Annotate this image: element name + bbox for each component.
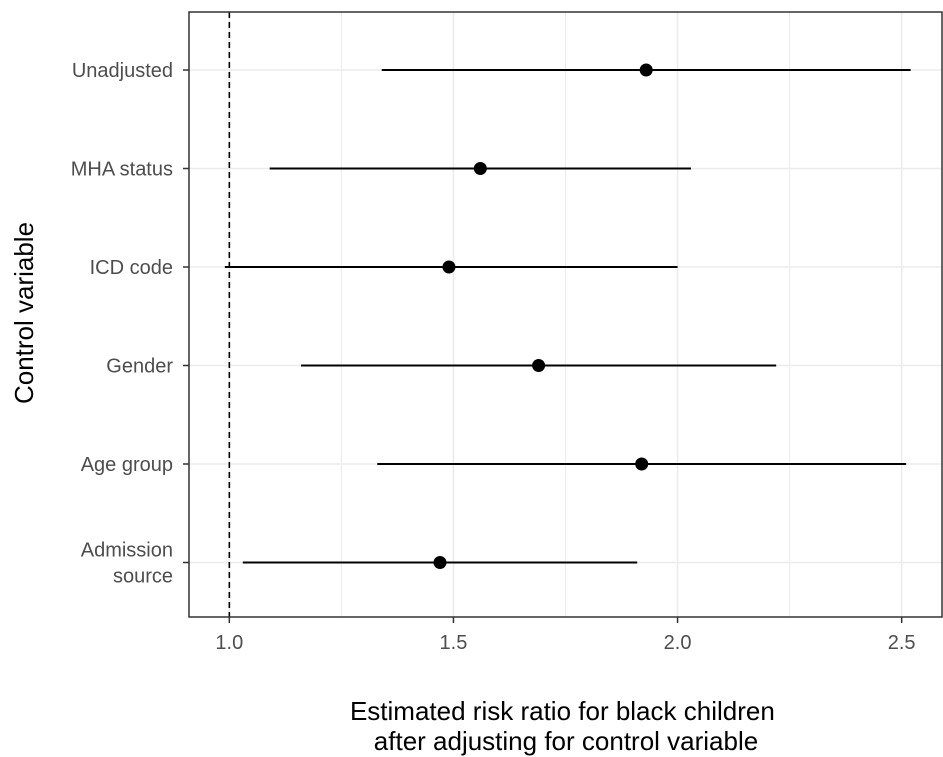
grid-layer <box>189 12 942 617</box>
x-tick-label: 2.5 <box>888 632 916 654</box>
y-tick-label-line: ICD code <box>90 257 173 279</box>
x-tick-label: 1.5 <box>440 632 468 654</box>
x-axis: 1.0 1.5 2.0 2.5 <box>215 617 916 654</box>
y-tick-label-line: Admission <box>81 540 173 562</box>
y-axis-title: Control variable <box>9 222 39 404</box>
y-tick-label: Gender <box>106 356 173 378</box>
estimate-point <box>442 260 456 274</box>
y-tick-label: MHA status <box>71 159 173 181</box>
x-axis-title-line-1: Estimated risk ratio for black children <box>350 696 775 726</box>
estimate-point <box>639 63 653 77</box>
panel-border <box>188 11 943 618</box>
confidence-interval-layer <box>224 69 911 564</box>
y-tick-label-line: Age group <box>81 454 173 476</box>
estimate-point <box>532 359 546 372</box>
x-axis-title-line-2: after adjusting for control variable <box>374 726 758 756</box>
y-tick-label: Admission source <box>81 540 173 588</box>
y-tick-label-line: source <box>113 566 173 588</box>
estimate-point <box>433 556 447 569</box>
y-axis: Unadjusted MHA status ICD code Gender Age gr… <box>71 60 189 588</box>
y-tick-label-line: MHA status <box>71 159 173 181</box>
y-tick-label-line: Gender <box>106 356 173 378</box>
estimate-point <box>635 457 649 471</box>
estimate-point <box>473 162 487 175</box>
y-tick-label: Unadjusted <box>72 60 173 82</box>
y-tick-label: ICD code <box>90 257 173 279</box>
x-axis-title: Estimated risk ratio for black children … <box>350 696 782 756</box>
estimate-point-layer <box>433 63 653 569</box>
x-tick-label: 1.0 <box>215 632 243 654</box>
y-tick-label-line: Unadjusted <box>72 60 173 82</box>
y-tick-label: Age group <box>81 454 173 476</box>
x-tick-label: 2.0 <box>664 632 692 654</box>
